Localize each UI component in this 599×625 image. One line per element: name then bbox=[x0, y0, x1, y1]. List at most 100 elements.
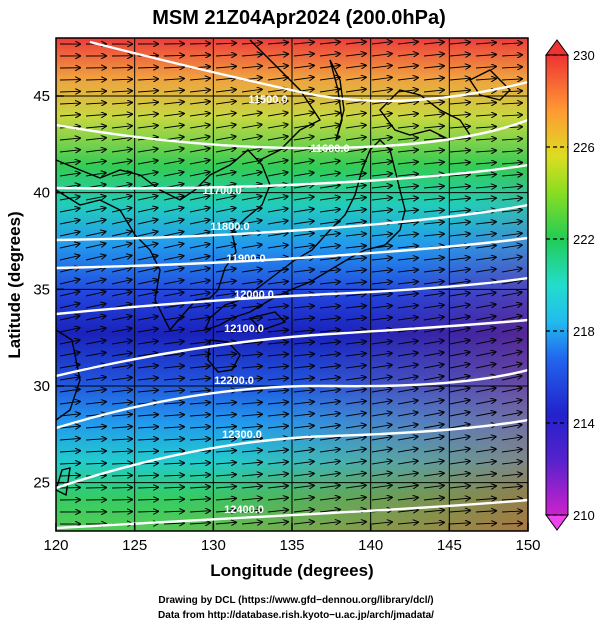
wind-arrow-74 bbox=[111, 91, 132, 92]
wind-arrow-359 bbox=[501, 269, 522, 273]
wind-arrow-227 bbox=[345, 185, 366, 188]
wind-arrow-90 bbox=[59, 103, 80, 104]
wind-arrow-404 bbox=[267, 306, 288, 308]
wind-arrow-364 bbox=[163, 280, 184, 285]
wind-arrow-415 bbox=[85, 316, 106, 321]
wind-arrow-591 bbox=[449, 424, 470, 429]
wind-arrow-492 bbox=[215, 366, 236, 368]
wind-arrow-23 bbox=[189, 55, 210, 56]
wind-arrow-473 bbox=[189, 354, 210, 356]
wind-arrow-270 bbox=[59, 220, 80, 225]
wind-arrow-32 bbox=[423, 54, 444, 56]
wind-arrow-137 bbox=[345, 125, 366, 128]
wind-arrow-406 bbox=[319, 306, 340, 308]
wind-arrow-599 bbox=[189, 439, 210, 440]
wind-arrow-72 bbox=[59, 91, 80, 92]
wind-arrow-439 bbox=[241, 330, 262, 332]
wind-arrow-561 bbox=[137, 415, 158, 416]
wind-arrow-65 bbox=[345, 77, 366, 80]
wind-arrow-663 bbox=[449, 473, 470, 476]
wind-arrow-441 bbox=[293, 330, 314, 332]
wind-arrow-622 bbox=[319, 449, 340, 452]
taiwan-island bbox=[56, 467, 71, 497]
wind-arrow-600 bbox=[215, 438, 236, 440]
colorbar-tick-label-0: 210 bbox=[573, 508, 595, 523]
chart-title: MSM 21Z04Apr2024 (200.0hPa) bbox=[152, 7, 445, 29]
wind-arrow-288 bbox=[59, 232, 80, 237]
wind-arrow-319 bbox=[397, 246, 418, 248]
wind-arrow-255 bbox=[137, 208, 158, 213]
wind-arrow-605 bbox=[345, 437, 366, 440]
wind-arrow-131 bbox=[189, 125, 210, 128]
wind-arrow-339 bbox=[449, 257, 470, 260]
wind-arrow-30 bbox=[371, 54, 392, 56]
wind-arrow-604 bbox=[319, 437, 340, 440]
wind-arrow-484 bbox=[475, 352, 496, 357]
wind-arrow-178 bbox=[475, 151, 496, 152]
wind-arrow-625 bbox=[397, 449, 418, 452]
wind-arrow-289 bbox=[85, 232, 106, 237]
wind-arrow-26 bbox=[267, 54, 288, 56]
wind-arrow-674 bbox=[267, 486, 288, 488]
wind-arrow-482 bbox=[423, 352, 444, 357]
wind-arrow-274 bbox=[163, 220, 184, 225]
wind-arrow-378 bbox=[59, 291, 79, 297]
wind-arrow-552 bbox=[371, 401, 392, 404]
wind-arrow-539 bbox=[501, 388, 522, 393]
wind-arrow-594 bbox=[59, 438, 80, 440]
wind-arrow-553 bbox=[397, 400, 418, 405]
wind-arrow-627 bbox=[449, 449, 470, 452]
wind-arrow-636 bbox=[215, 462, 236, 464]
wind-arrow-435 bbox=[137, 329, 158, 332]
wind-arrow-248 bbox=[423, 198, 444, 200]
y-tick-label-4: 45 bbox=[33, 88, 50, 105]
wind-arrow-280 bbox=[319, 221, 340, 224]
wind-arrow-157 bbox=[397, 138, 418, 140]
wind-arrow-587 bbox=[345, 425, 366, 428]
wind-arrow-27 bbox=[293, 54, 314, 56]
wind-arrow-351 bbox=[293, 270, 314, 272]
wind-arrow-66 bbox=[371, 77, 392, 80]
wind-arrow-575 bbox=[501, 412, 522, 417]
wind-arrow-470 bbox=[111, 353, 132, 356]
wind-arrow-155 bbox=[345, 137, 366, 140]
wind-arrow-86 bbox=[423, 90, 444, 92]
wind-arrow-693 bbox=[293, 498, 314, 500]
wind-arrow-101 bbox=[345, 101, 366, 104]
wind-arrow-60 bbox=[215, 78, 236, 80]
wind-arrow-343 bbox=[85, 267, 105, 273]
wind-arrow-358 bbox=[475, 269, 496, 272]
wind-arrow-647 bbox=[501, 462, 522, 464]
wind-arrow-185 bbox=[189, 160, 210, 165]
wind-arrow-495 bbox=[293, 366, 314, 368]
wind-arrow-252 bbox=[59, 208, 80, 213]
wind-arrow-507 bbox=[137, 378, 158, 380]
wind-arrow-579 bbox=[137, 427, 158, 428]
wind-arrow-182 bbox=[111, 161, 132, 164]
wind-arrow-112 bbox=[163, 113, 184, 116]
wind-arrow-195 bbox=[449, 162, 470, 164]
wind-arrow-136 bbox=[319, 125, 340, 128]
wind-arrow-683 bbox=[501, 486, 522, 488]
wind-arrow-490 bbox=[163, 366, 184, 368]
wind-arrow-446 bbox=[423, 329, 444, 332]
wind-arrow-228 bbox=[371, 186, 392, 188]
wind-arrow-512 bbox=[267, 378, 288, 380]
wind-arrow-253 bbox=[85, 208, 106, 213]
wind-arrow-298 bbox=[319, 233, 340, 236]
wind-arrow-347 bbox=[189, 268, 210, 273]
wind-arrow-150 bbox=[215, 136, 236, 141]
wind-arrow-544 bbox=[163, 402, 184, 404]
contour-label-1: 11600.0 bbox=[310, 143, 349, 155]
wind-arrow-287 bbox=[501, 222, 522, 224]
wind-arrow-460 bbox=[319, 342, 340, 344]
wind-arrow-146 bbox=[111, 137, 132, 140]
wind-arrow-483 bbox=[449, 352, 470, 357]
wind-arrow-618 bbox=[215, 450, 236, 452]
wind-arrow-327 bbox=[137, 256, 158, 261]
wind-arrow-55 bbox=[85, 79, 106, 80]
wind-arrow-257 bbox=[189, 208, 210, 213]
wind-arrow-442 bbox=[319, 330, 340, 332]
wind-arrow-213 bbox=[449, 174, 470, 176]
wind-arrow-628 bbox=[475, 449, 496, 452]
